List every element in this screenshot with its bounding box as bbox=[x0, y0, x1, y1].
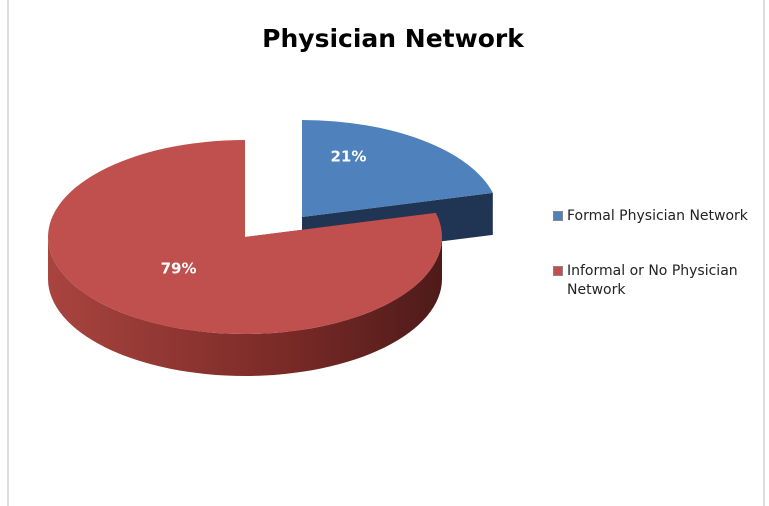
slice-side bbox=[48, 237, 442, 376]
slice bbox=[302, 120, 493, 217]
slice bbox=[47, 140, 443, 335]
legend-swatch bbox=[553, 211, 563, 221]
chart-title: Physician Network bbox=[262, 24, 525, 53]
pie: 21% 79% bbox=[47, 120, 493, 376]
data-label: 21% bbox=[330, 147, 366, 165]
data-label: 79% bbox=[161, 260, 197, 278]
legend-label: Formal Physician Network bbox=[567, 208, 748, 224]
legend-label: Informal or No Physician Network bbox=[567, 263, 738, 298]
legend-swatch bbox=[553, 266, 563, 276]
legend-item: Informal or No Physician Network bbox=[553, 262, 758, 300]
legend-item: Formal Physician Network bbox=[553, 207, 758, 226]
